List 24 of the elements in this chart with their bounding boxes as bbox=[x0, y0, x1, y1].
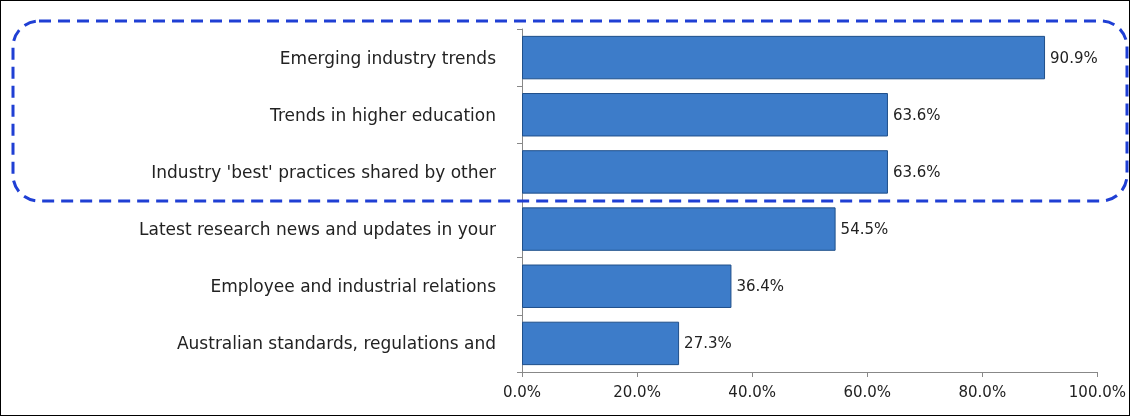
y-tick-label: Latest research news and updates in your bbox=[139, 219, 496, 240]
y-tick-label: Trends in higher education bbox=[269, 104, 496, 125]
data-label: 90.9% bbox=[1050, 48, 1098, 67]
data-label: 36.4% bbox=[736, 277, 785, 296]
data-label: 54.5% bbox=[840, 220, 889, 239]
bar bbox=[522, 264, 732, 308]
y-tick-label: Employee and industrial relations bbox=[210, 276, 497, 297]
y-tick-label: Emerging industry trends bbox=[279, 47, 497, 68]
x-tick-label: 80.0% bbox=[958, 382, 1007, 401]
bar bbox=[522, 150, 888, 194]
data-label: 27.3% bbox=[684, 334, 732, 353]
x-tick-label: 60.0% bbox=[843, 382, 892, 401]
data-label: 63.6% bbox=[892, 105, 941, 124]
bar bbox=[522, 35, 1046, 80]
bar bbox=[522, 207, 836, 251]
bar bbox=[522, 321, 680, 366]
data-label: 63.6% bbox=[892, 162, 941, 181]
x-tick-label: 20.0% bbox=[613, 382, 661, 401]
bar bbox=[522, 93, 888, 137]
x-tick-label: 100.0% bbox=[1068, 382, 1126, 401]
y-tick-label: Australian standards, regulations and bbox=[176, 333, 496, 354]
x-tick-label: 40.0% bbox=[728, 382, 776, 401]
x-tick-label: 0.0% bbox=[502, 382, 542, 401]
y-tick-label: Industry 'best' practices shared by other bbox=[151, 161, 497, 182]
